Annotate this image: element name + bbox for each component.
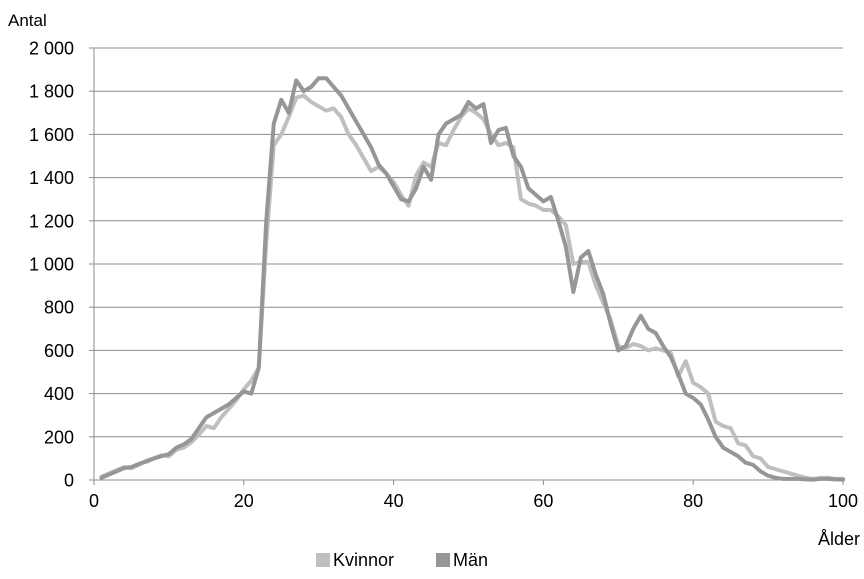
y-tick-label: 200 <box>44 427 74 447</box>
x-tick-label: 100 <box>828 491 858 511</box>
y-tick-label: 1 800 <box>29 82 74 102</box>
y-tick-labels: 0 200 400 600 800 1 000 1 200 1 400 1 600 1 800 2 … <box>29 39 94 491</box>
legend-swatch <box>316 553 330 567</box>
legend-label: Män <box>453 550 488 570</box>
y-tick-label: 2 000 <box>29 39 74 59</box>
y-tick-label: 400 <box>44 384 74 404</box>
x-tick-label: 0 <box>89 491 99 511</box>
legend-label: Kvinnor <box>333 550 394 570</box>
series-lines <box>99 76 845 482</box>
series-line-man <box>99 76 845 482</box>
x-tick-label: 60 <box>533 491 553 511</box>
x-tick-label: 80 <box>683 491 703 511</box>
legend-swatch <box>436 553 450 567</box>
y-tick-label: 1 000 <box>29 255 74 275</box>
y-tick-label: 0 <box>64 471 74 491</box>
legend: Kvinnor Män <box>316 550 488 570</box>
y-tick-label: 1 400 <box>29 168 74 188</box>
series-line-kvinnor <box>99 93 845 481</box>
y-tick-label: 1 200 <box>29 211 74 231</box>
y-tick-label: 600 <box>44 341 74 361</box>
x-tick-label: 20 <box>234 491 254 511</box>
gridlines <box>94 47 843 438</box>
x-axis-title: Ålder <box>818 529 860 549</box>
y-tick-label: 800 <box>44 298 74 318</box>
x-tick-labels: 0 20 40 60 80 100 <box>89 480 858 511</box>
x-tick-label: 40 <box>384 491 404 511</box>
y-axis-title: Antal <box>8 11 47 30</box>
y-tick-label: 1 600 <box>29 125 74 145</box>
